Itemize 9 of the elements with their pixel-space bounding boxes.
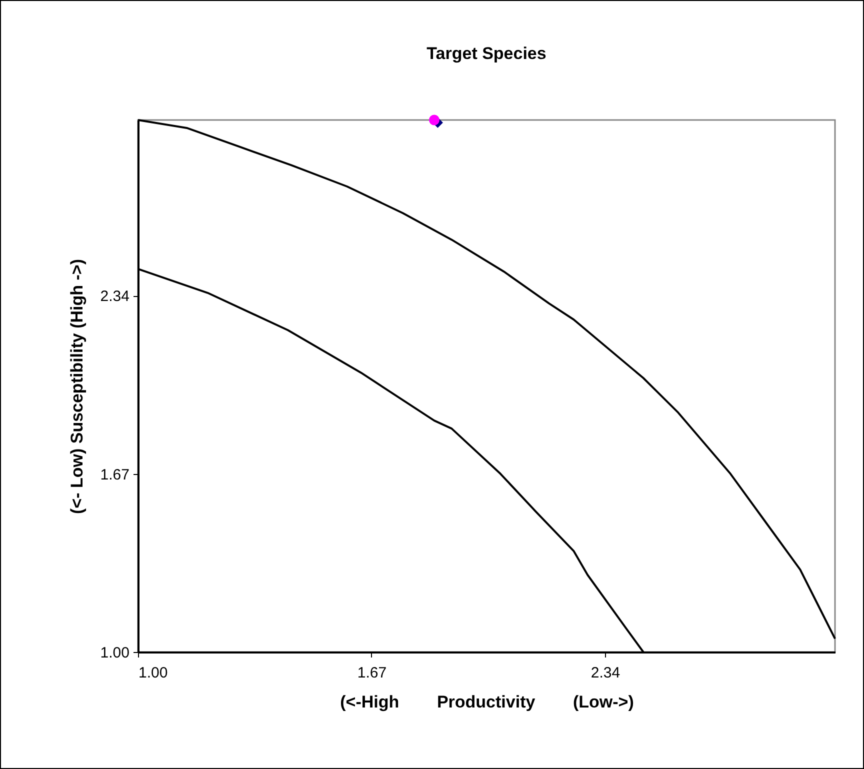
y-tick-label: 2.34 bbox=[100, 288, 130, 306]
y-axis-title: (<- Low) Susceptibility (High ->) bbox=[67, 259, 86, 514]
x-axis-title: (<-High Productivity (Low->) bbox=[340, 692, 634, 712]
chart-title: Target Species bbox=[426, 44, 546, 63]
y-tick-label: 1.67 bbox=[100, 466, 130, 484]
x-tick-label: 1.00 bbox=[138, 664, 168, 682]
x-tick-label: 1.67 bbox=[357, 664, 387, 682]
x-tick-label: 2.34 bbox=[590, 664, 620, 682]
y-tick-label: 1.00 bbox=[100, 644, 130, 662]
